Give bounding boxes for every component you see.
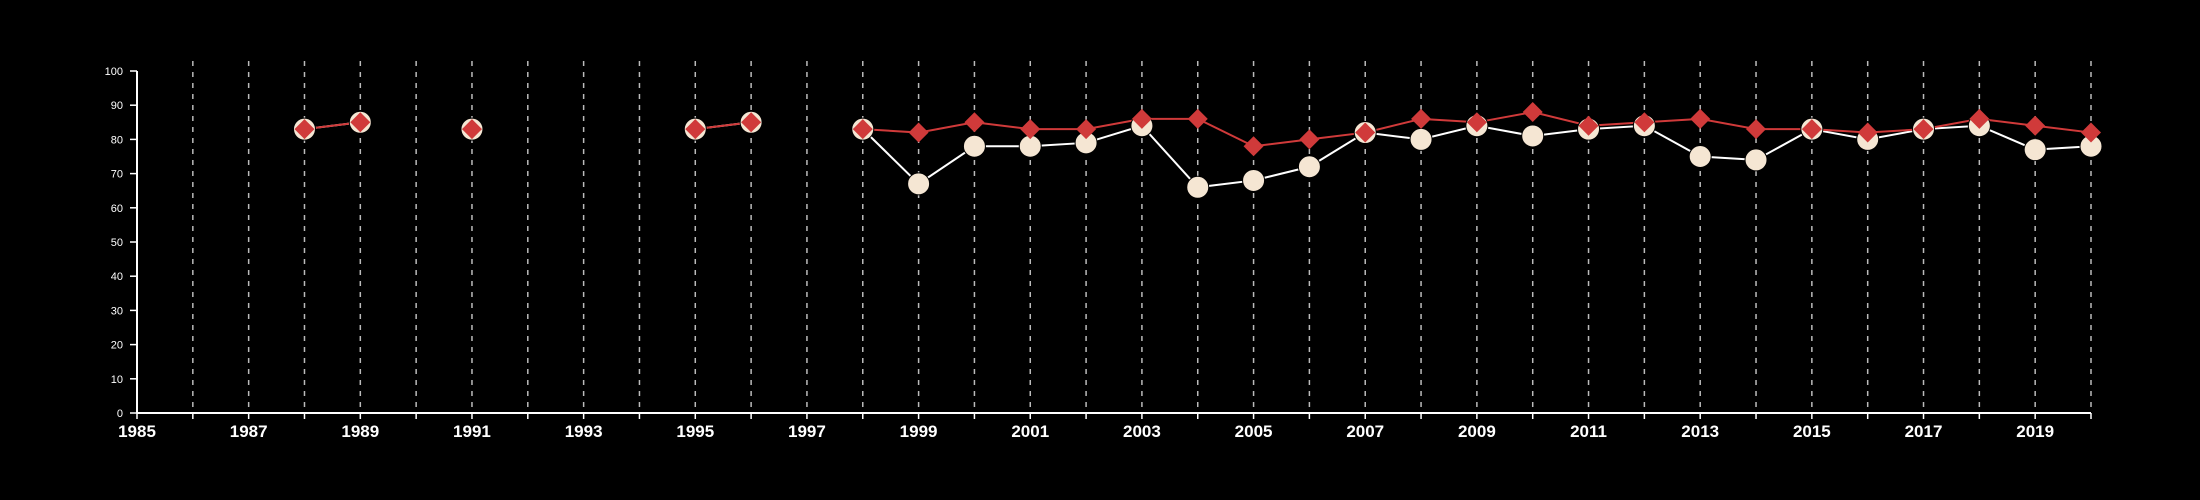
series-1-point-2004 <box>1186 175 1210 199</box>
y-tick-label-20: 20 <box>111 340 123 352</box>
series-2-point-2007 <box>1355 122 1376 143</box>
series-2-point-1991 <box>461 119 482 140</box>
series-2-point-1996 <box>741 112 762 133</box>
x-tick-label-1995: 1995 <box>676 422 714 441</box>
series-2-point-2005 <box>1243 136 1264 157</box>
series-1-point-2005 <box>1242 168 1266 192</box>
y-tick-label-100: 100 <box>105 66 123 78</box>
x-tick-label-2013: 2013 <box>1681 422 1719 441</box>
y-tick-label-10: 10 <box>111 374 123 386</box>
y-tick-label-60: 60 <box>111 203 123 215</box>
series-2-point-1988 <box>294 119 315 140</box>
series-1-point-2008 <box>1409 127 1433 151</box>
series-2-point-1999 <box>908 122 929 143</box>
x-tick-label-1989: 1989 <box>341 422 379 441</box>
series-2-point-1998 <box>852 119 873 140</box>
series-2-point-2012 <box>1634 112 1655 133</box>
series-1-point-2006 <box>1297 155 1321 179</box>
series-2-point-2003 <box>1131 108 1152 129</box>
x-tick-label-2005: 2005 <box>1235 422 1273 441</box>
x-tick-label-2009: 2009 <box>1458 422 1496 441</box>
series-1-point-2019 <box>2023 138 2047 162</box>
y-tick-label-30: 30 <box>111 305 123 317</box>
y-tick-label-90: 90 <box>111 100 123 112</box>
x-tick-label-2017: 2017 <box>1905 422 1943 441</box>
x-tick-label-1997: 1997 <box>788 422 826 441</box>
series-1-point-1999 <box>907 172 931 196</box>
series-2-point-2019 <box>2025 115 2046 136</box>
series-2-point-2016 <box>1857 122 1878 143</box>
y-tick-label-40: 40 <box>111 271 123 283</box>
series-1-point-2000 <box>962 134 986 158</box>
y-tick-label-0: 0 <box>117 408 123 420</box>
x-tick-label-2003: 2003 <box>1123 422 1161 441</box>
x-tick-label-1991: 1991 <box>453 422 491 441</box>
series-2-point-2009 <box>1466 112 1487 133</box>
series-2-point-2002 <box>1076 119 1097 140</box>
x-tick-label-2001: 2001 <box>1011 422 1049 441</box>
y-tick-label-50: 50 <box>111 237 123 249</box>
x-tick-label-1993: 1993 <box>565 422 603 441</box>
series-2-point-2010 <box>1522 102 1543 123</box>
series-2-point-2013 <box>1690 108 1711 129</box>
series-2-point-1989 <box>350 112 371 133</box>
series-2-point-2000 <box>964 112 985 133</box>
y-tick-label-70: 70 <box>111 169 123 181</box>
x-tick-label-2015: 2015 <box>1793 422 1831 441</box>
series-2-point-2014 <box>1746 119 1767 140</box>
series-1-point-2014 <box>1744 148 1768 172</box>
series-2-point-1995 <box>685 119 706 140</box>
series-2-point-2006 <box>1299 129 1320 150</box>
series-2-point-2001 <box>1020 119 1041 140</box>
x-tick-label-2007: 2007 <box>1346 422 1384 441</box>
series-2-point-2020 <box>2081 122 2101 143</box>
series-markers <box>292 102 2103 199</box>
x-tick-label-1987: 1987 <box>230 422 268 441</box>
y-tick-label-80: 80 <box>111 134 123 146</box>
series-2-point-2017 <box>1913 119 1934 140</box>
series-2-point-2018 <box>1969 108 1990 129</box>
x-tick-label-1999: 1999 <box>900 422 938 441</box>
x-tick-label-2011: 2011 <box>1570 422 1607 441</box>
series-1-point-2013 <box>1688 145 1712 168</box>
axes: 0 10 20 30 40 50 60 70 80 90 100 1985 1987 1989 1991 19… <box>105 66 2092 441</box>
x-tick-label-1985: 1985 <box>118 422 156 441</box>
series-2-point-2008 <box>1411 108 1432 129</box>
series-1-point-2010 <box>1521 124 1545 148</box>
series-2-point-2004 <box>1187 108 1208 129</box>
series-2-point-2015 <box>1801 119 1822 140</box>
x-tick-label-2019: 2019 <box>2016 422 2054 441</box>
series-2-point-2011 <box>1578 115 1599 136</box>
